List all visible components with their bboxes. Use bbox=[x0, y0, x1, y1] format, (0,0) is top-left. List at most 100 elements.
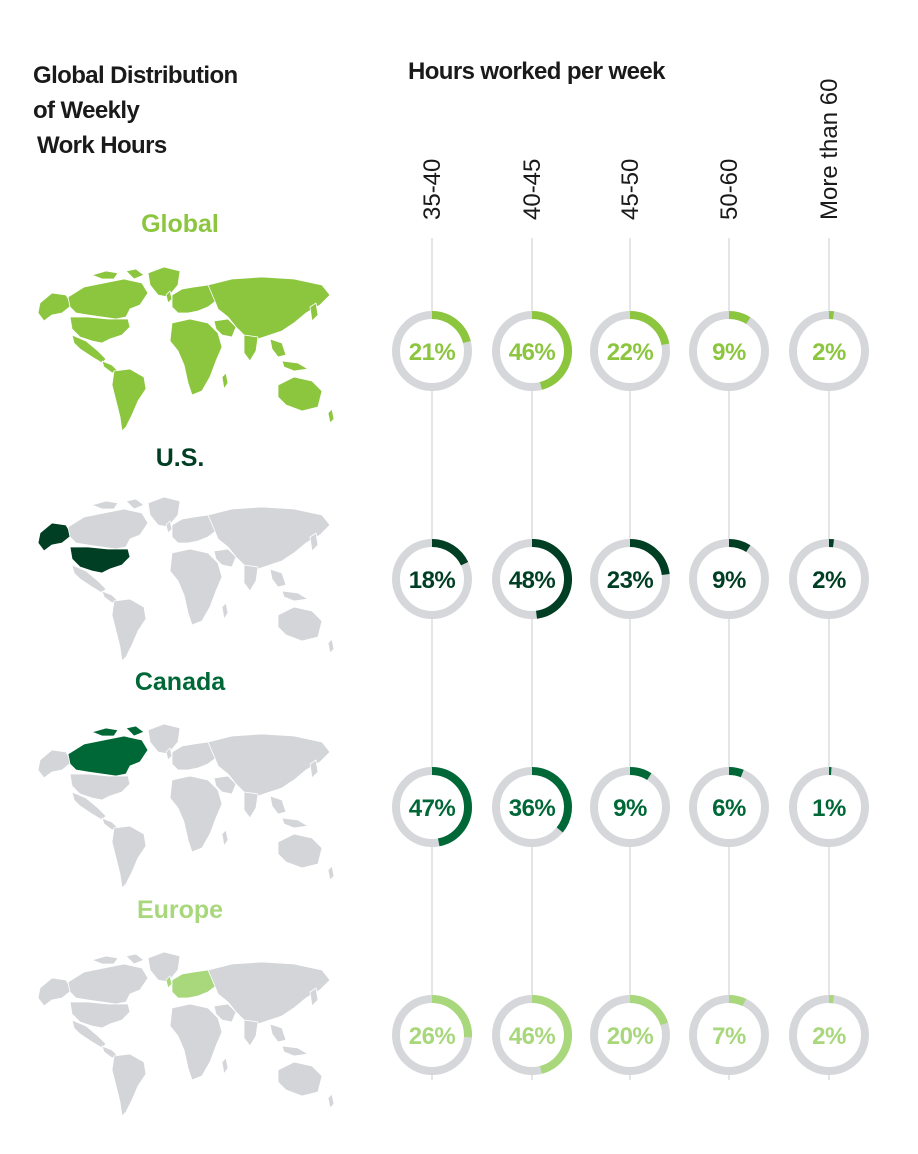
map-region-europe bbox=[171, 741, 219, 771]
data-label: 2% bbox=[812, 339, 846, 366]
map-region-seasia bbox=[269, 568, 309, 602]
map-region-japan bbox=[309, 759, 319, 779]
map-region-mideast bbox=[213, 548, 237, 568]
map-region-greenland bbox=[147, 723, 181, 755]
category-label: 50-60 bbox=[716, 159, 743, 220]
data-label: 2% bbox=[812, 1023, 846, 1050]
map-region-japan bbox=[309, 987, 319, 1007]
map-region-mexico bbox=[71, 564, 107, 594]
region-label: Europe bbox=[137, 896, 223, 924]
map-region-madagascar bbox=[221, 829, 229, 847]
map-region-southam bbox=[111, 368, 147, 432]
map-region-india bbox=[243, 1019, 259, 1047]
title-line-1: Global Distribution bbox=[33, 62, 238, 89]
map-region-australia bbox=[277, 606, 323, 642]
map-region-nz bbox=[327, 408, 335, 424]
map-region-mideast bbox=[213, 318, 237, 338]
map-region-mexico bbox=[71, 334, 107, 364]
data-label: 23% bbox=[607, 567, 654, 594]
map-region-southam bbox=[111, 825, 147, 889]
map-region-usa bbox=[69, 1001, 131, 1029]
map-region-usa bbox=[69, 773, 131, 801]
map-region-mideast bbox=[213, 1003, 237, 1023]
data-label: 2% bbox=[812, 567, 846, 594]
title-line-3: Work Hours bbox=[37, 132, 167, 159]
map-region-arctic bbox=[91, 953, 145, 965]
data-label: 20% bbox=[607, 1023, 654, 1050]
category-label: 45-50 bbox=[617, 159, 644, 220]
map-region-arctic bbox=[91, 725, 145, 737]
data-label: 9% bbox=[613, 795, 647, 822]
data-label: 47% bbox=[409, 795, 456, 822]
map-region-southam bbox=[111, 1053, 147, 1117]
map-region-nz bbox=[327, 865, 335, 881]
title-line-2: of Weekly bbox=[33, 97, 140, 124]
map-region-africa bbox=[169, 775, 223, 853]
map-region-arctic bbox=[91, 498, 145, 510]
donut-value-arc bbox=[629, 767, 652, 781]
map-region-canada bbox=[67, 508, 149, 550]
donut-value-arc bbox=[728, 311, 751, 325]
donut-value-arc bbox=[431, 995, 472, 1038]
map-region-australia bbox=[277, 833, 323, 869]
map-region-asia bbox=[207, 961, 331, 1025]
map-region-africa bbox=[169, 1003, 223, 1081]
map-region-uk bbox=[165, 747, 173, 761]
category-label: More than 60 bbox=[816, 79, 843, 220]
data-label: 22% bbox=[607, 339, 654, 366]
donut-value-arc bbox=[531, 539, 572, 619]
donut-value-arc bbox=[629, 995, 669, 1026]
world-map-icon bbox=[37, 723, 335, 889]
donut-value-arc bbox=[531, 995, 572, 1074]
data-label: 9% bbox=[712, 567, 746, 594]
map-region-seasia bbox=[269, 1023, 309, 1057]
map-region-uk bbox=[165, 290, 173, 304]
donut-value-arc bbox=[431, 311, 471, 344]
map-region-alaska bbox=[37, 749, 73, 779]
data-label: 21% bbox=[409, 339, 456, 366]
region-label: Global bbox=[141, 210, 219, 238]
map-region-usa bbox=[69, 316, 131, 344]
data-label: 9% bbox=[712, 339, 746, 366]
map-region-madagascar bbox=[221, 602, 229, 620]
data-label: 46% bbox=[509, 1023, 556, 1050]
map-region-africa bbox=[169, 318, 223, 396]
data-label: 36% bbox=[509, 795, 556, 822]
map-region-usa bbox=[69, 546, 131, 574]
donut-value-arc bbox=[728, 767, 744, 778]
map-region-alaska bbox=[37, 522, 73, 552]
map-region-canada bbox=[67, 735, 149, 777]
map-region-asia bbox=[207, 733, 331, 797]
data-label: 6% bbox=[712, 795, 746, 822]
world-map-icon bbox=[37, 266, 335, 432]
map-region-madagascar bbox=[221, 1057, 229, 1075]
data-label: 7% bbox=[712, 1023, 746, 1050]
world-map-icon bbox=[37, 496, 335, 662]
column-header: Hours worked per week bbox=[408, 58, 665, 85]
map-region-india bbox=[243, 564, 259, 592]
category-label: 35-40 bbox=[419, 159, 446, 220]
map-region-canada bbox=[67, 278, 149, 320]
map-region-alaska bbox=[37, 977, 73, 1007]
region-label: Canada bbox=[135, 668, 226, 696]
donut-value-arc bbox=[629, 539, 670, 576]
donut-value-arc bbox=[431, 539, 469, 566]
map-region-europe bbox=[171, 969, 219, 999]
map-region-japan bbox=[309, 532, 319, 552]
category-label: 40-45 bbox=[519, 159, 546, 220]
map-region-greenland bbox=[147, 496, 181, 528]
map-region-canada bbox=[67, 963, 149, 1005]
map-region-seasia bbox=[269, 338, 309, 372]
donut-value-arc bbox=[629, 311, 670, 346]
data-label: 1% bbox=[812, 795, 846, 822]
donut-value-arc bbox=[728, 539, 751, 553]
map-region-europe bbox=[171, 514, 219, 544]
map-region-mexico bbox=[71, 791, 107, 821]
map-region-arctic bbox=[91, 268, 145, 280]
map-region-alaska bbox=[37, 292, 73, 322]
map-region-australia bbox=[277, 376, 323, 412]
data-label: 46% bbox=[509, 339, 556, 366]
data-label: 26% bbox=[409, 1023, 456, 1050]
map-region-europe bbox=[171, 284, 219, 314]
